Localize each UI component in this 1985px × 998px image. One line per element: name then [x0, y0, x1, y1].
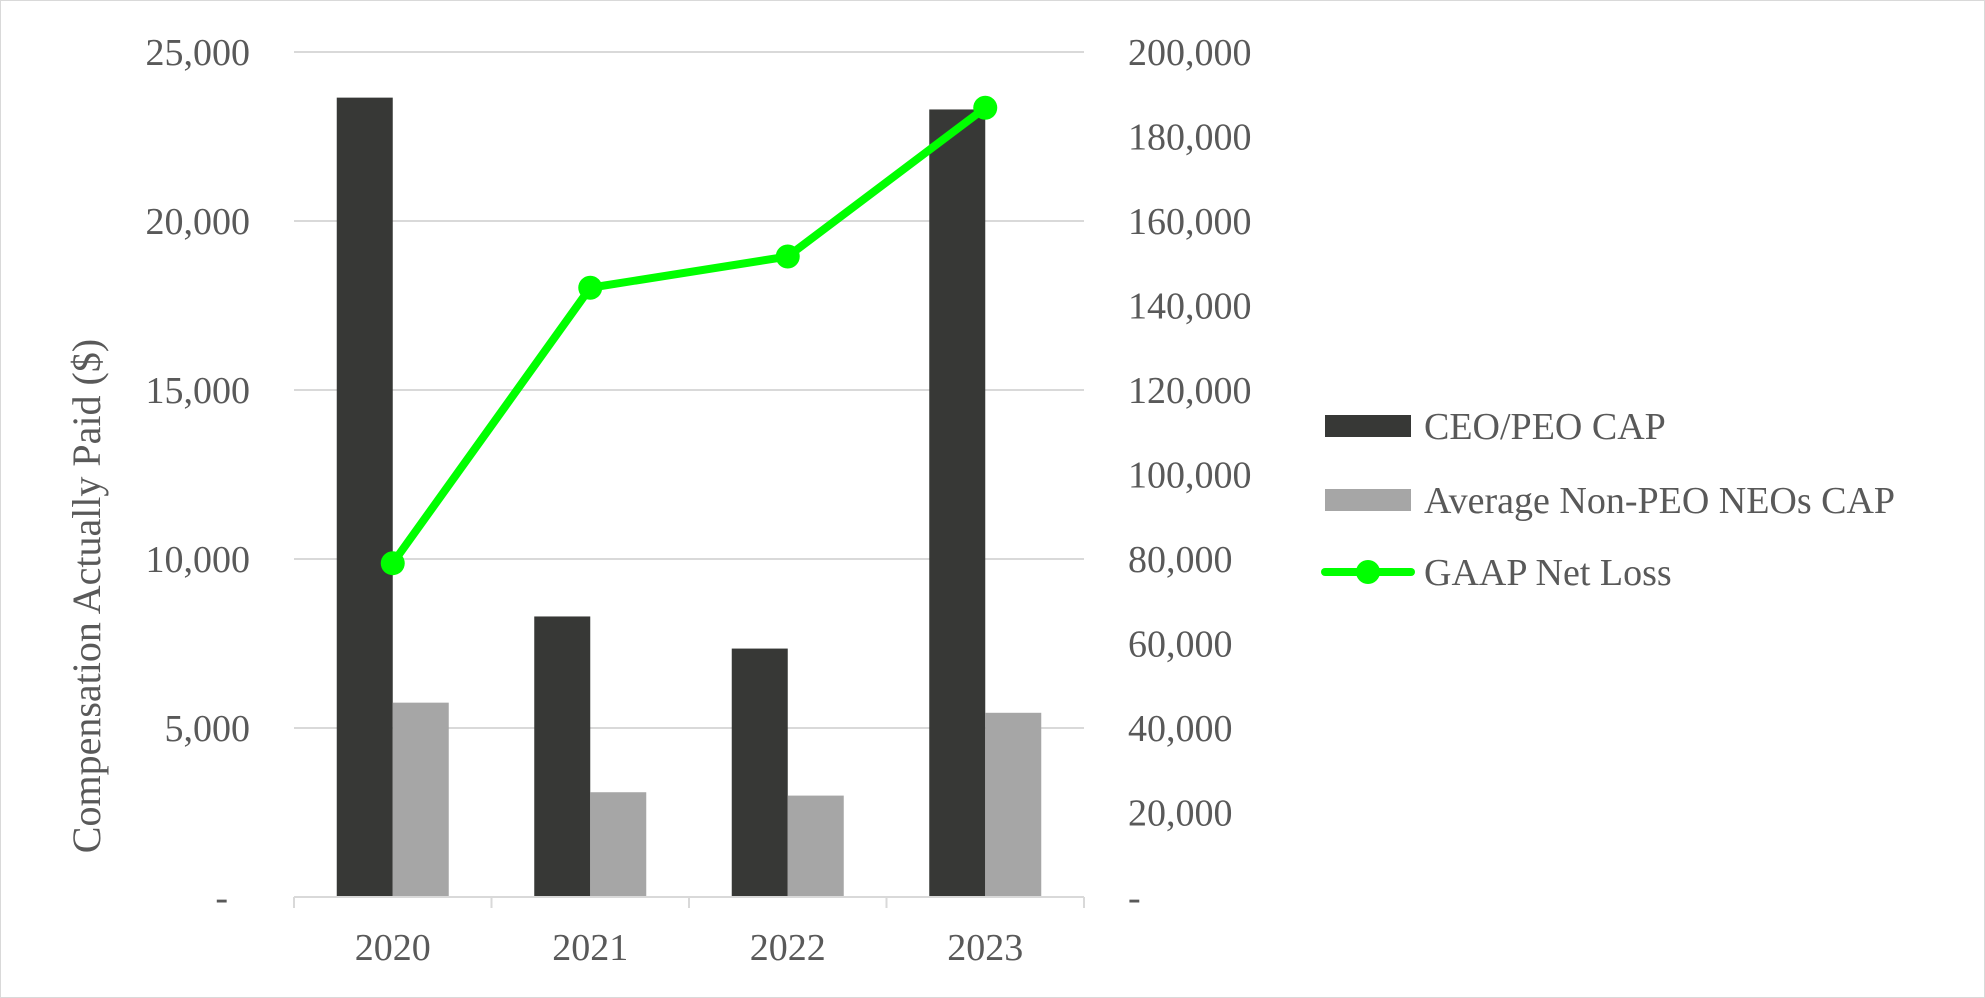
x-tick-label-2023: 2023	[947, 927, 1023, 969]
bars	[336, 97, 1042, 897]
left-y-tick-label: 15,000	[146, 370, 251, 412]
legend-swatch-ceo-peo-cap	[1325, 415, 1411, 437]
point-gaap-net-loss-2021	[578, 275, 603, 300]
right-y-tick-label: 80,000	[1128, 539, 1233, 581]
bar-average-non-peo-neos-cap-2020	[392, 702, 449, 897]
left-y-tick-label: 25,000	[146, 32, 251, 74]
x-tick-label-2020: 2020	[355, 927, 431, 969]
bar-average-non-peo-neos-cap-2022	[787, 795, 844, 897]
x-tick-label-2021: 2021	[552, 927, 628, 969]
bar-ceo-peo-cap-2021	[534, 616, 591, 897]
bar-average-non-peo-neos-cap-2021	[590, 792, 647, 897]
legend-label-average-non-peo-neos-cap: Average Non-PEO NEOs CAP	[1424, 480, 1895, 522]
right-y-tick-label: 120,000	[1128, 370, 1252, 412]
right-axis-ticks: - 20,000 40,000 60,000 80,000 100,000 120,000 1…	[1128, 32, 1252, 919]
bar-ceo-peo-cap-2022	[731, 648, 788, 897]
point-gaap-net-loss-2022	[775, 244, 800, 269]
line-series	[380, 95, 998, 576]
x-tick-label-2022: 2022	[750, 927, 826, 969]
legend: CEO/PEO CAP Average Non-PEO NEOs CAP GAAP …	[1321, 406, 1895, 594]
y-axis-title: Compensation Actually Paid ($)	[64, 339, 109, 853]
left-y-tick-label: -	[215, 877, 228, 919]
bar-ceo-peo-cap-2020	[336, 97, 393, 897]
point-gaap-net-loss-2023	[973, 95, 998, 120]
right-y-tick-label: 100,000	[1128, 455, 1252, 497]
left-y-tick-label: 20,000	[146, 201, 251, 243]
right-y-tick-label: 20,000	[1128, 793, 1233, 835]
right-y-tick-label: 160,000	[1128, 201, 1252, 243]
right-y-tick-label: 180,000	[1128, 117, 1252, 159]
legend-label-gaap-net-loss: GAAP Net Loss	[1424, 552, 1672, 594]
left-axis-ticks: - 5,000 10,000 15,000 20,000 25,000	[146, 32, 251, 919]
bar-average-non-peo-neos-cap-2023	[985, 712, 1042, 897]
right-y-tick-label: 40,000	[1128, 708, 1233, 750]
x-axis-ticks: 2020 2021 2022 2023	[355, 927, 1024, 969]
legend-marker-gaap-net-loss	[1356, 560, 1380, 584]
legend-label-ceo-peo-cap: CEO/PEO CAP	[1424, 406, 1666, 448]
right-y-tick-label: -	[1128, 877, 1141, 919]
left-y-tick-label: 5,000	[165, 708, 251, 750]
left-y-tick-label: 10,000	[146, 539, 251, 581]
right-y-tick-label: 60,000	[1128, 624, 1233, 666]
point-gaap-net-loss-2020	[380, 551, 405, 576]
legend-swatch-average-non-peo-neos-cap	[1325, 489, 1411, 511]
line-gaap-net-loss	[388, 103, 990, 568]
axes	[293, 896, 1085, 908]
bar-ceo-peo-cap-2023	[929, 109, 986, 897]
right-y-tick-label: 140,000	[1128, 286, 1252, 328]
right-y-tick-label: 200,000	[1128, 32, 1252, 74]
